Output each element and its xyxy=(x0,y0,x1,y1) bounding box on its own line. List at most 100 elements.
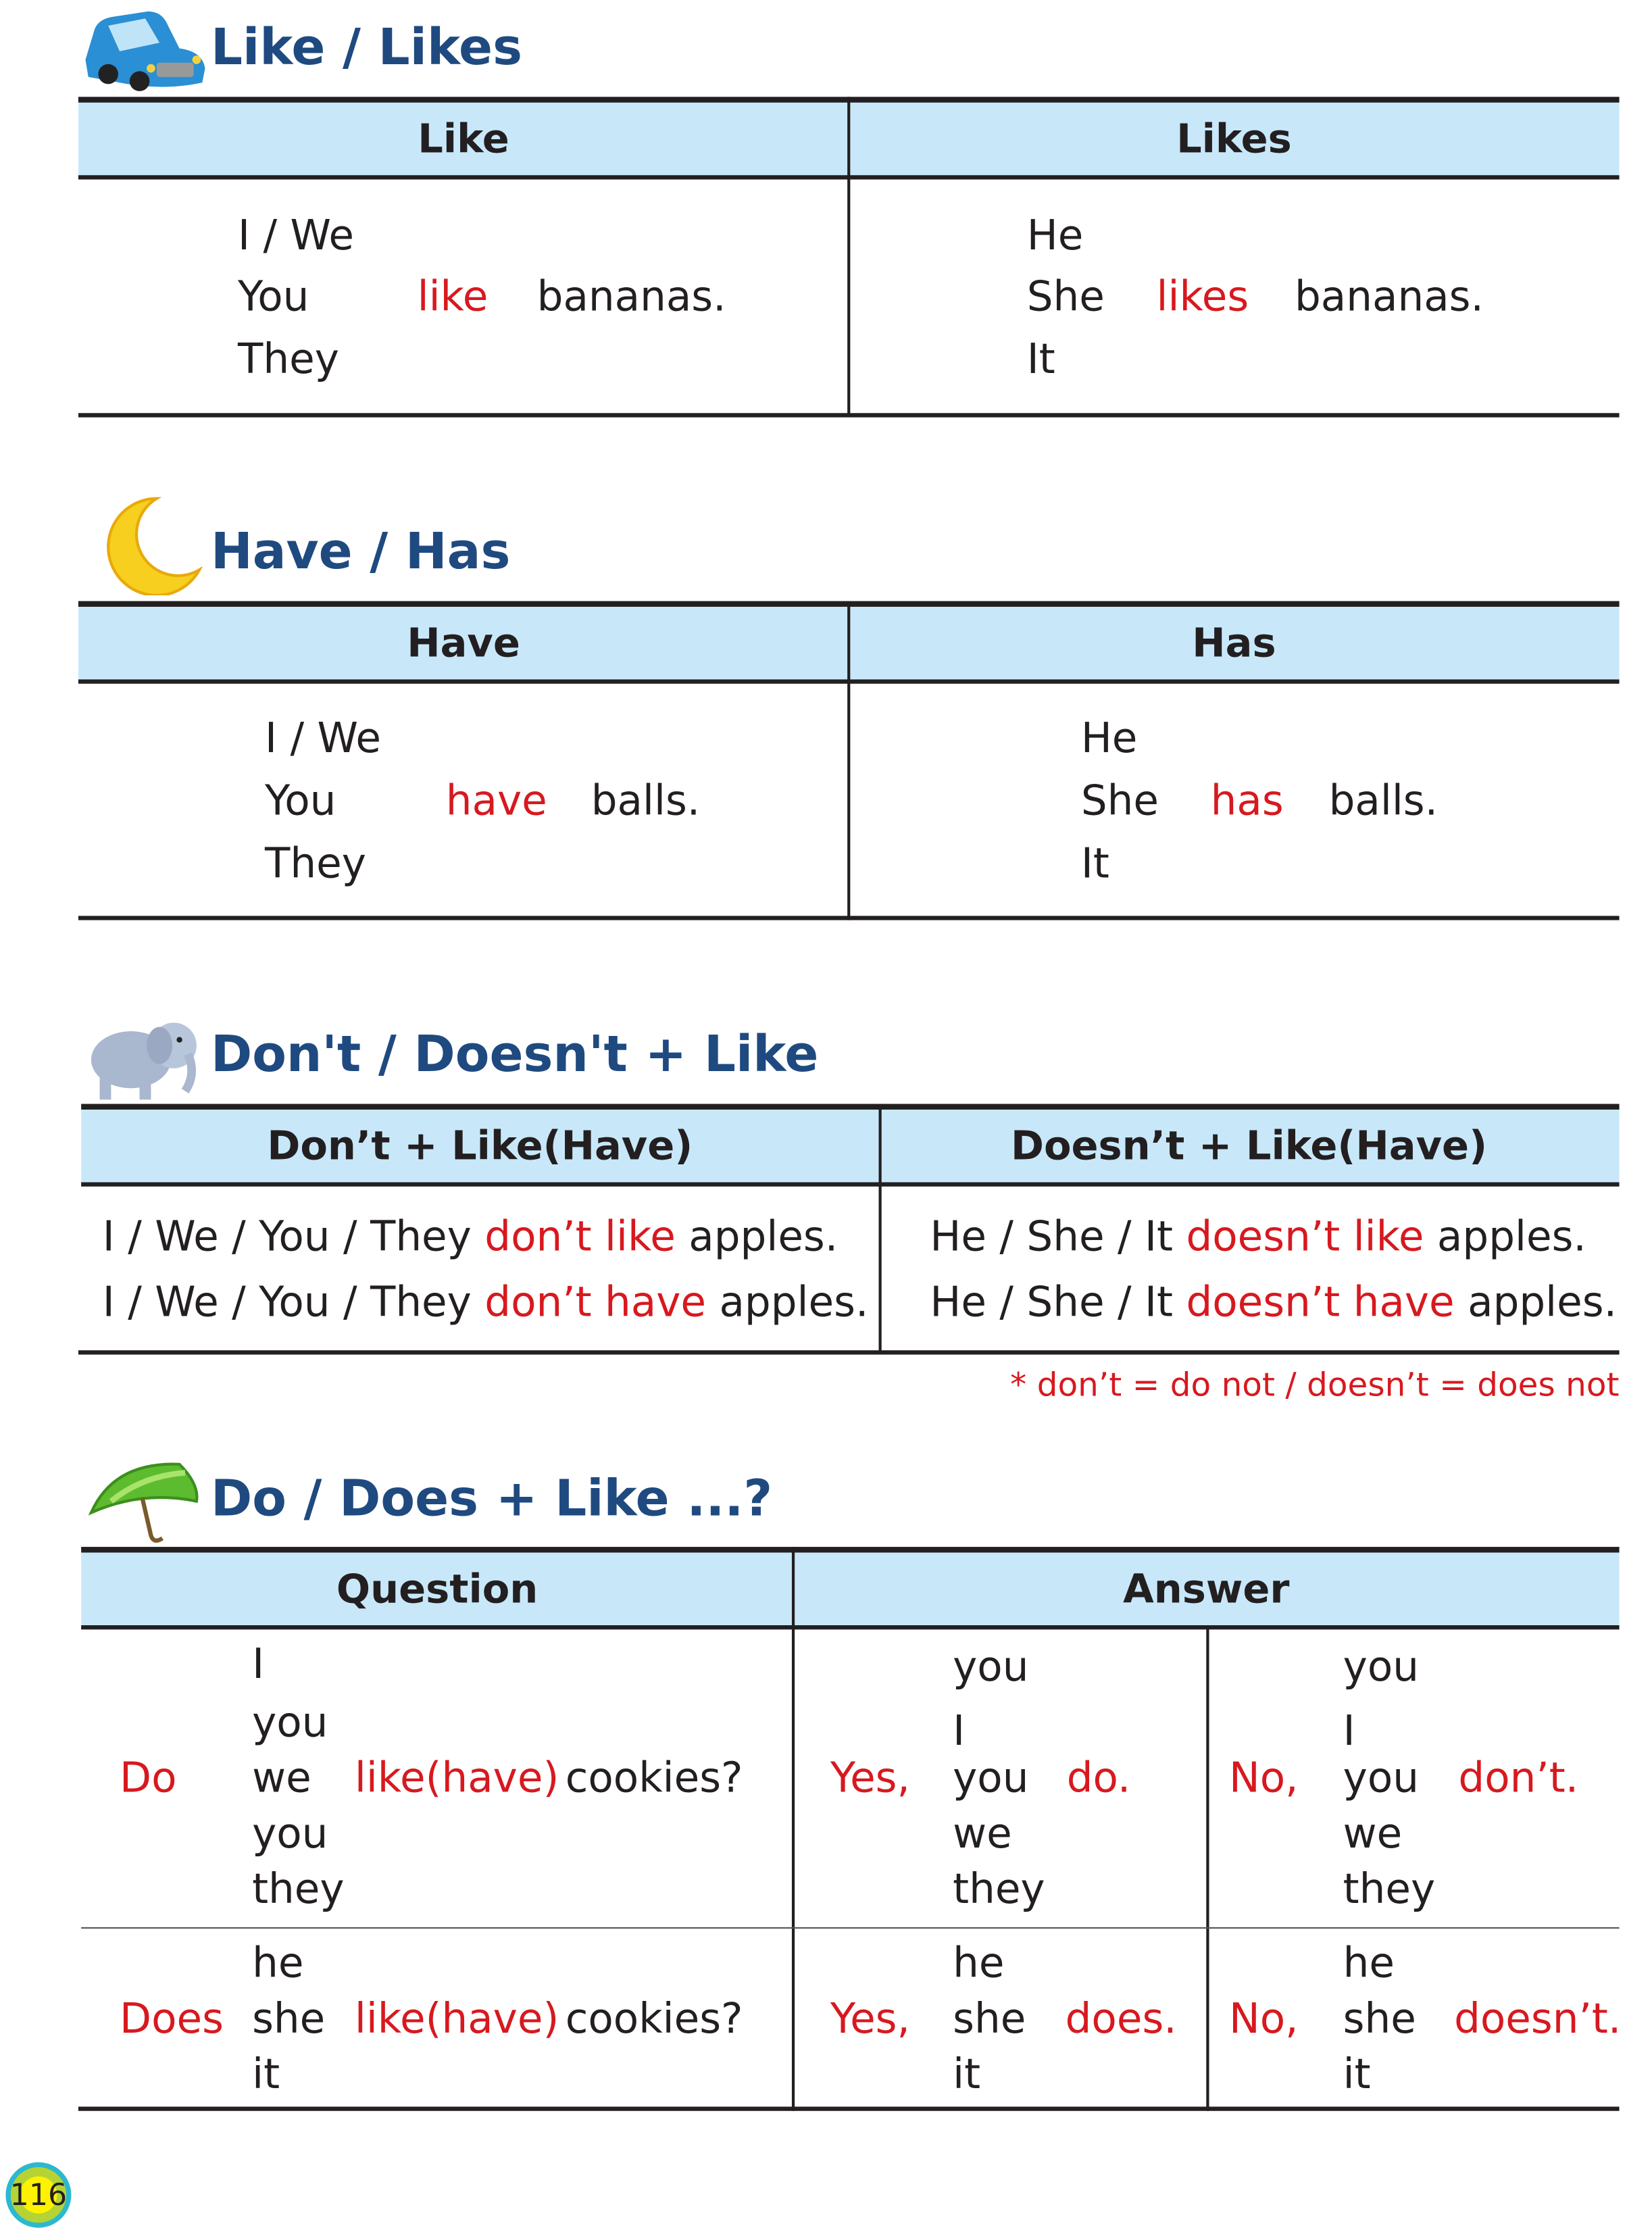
divider xyxy=(791,1547,795,2111)
page-number-badge: 116 xyxy=(5,2162,72,2228)
section-title: Don't / Doesn't + Like xyxy=(210,1026,819,1085)
subject: I / We / You / They xyxy=(102,1277,472,1327)
short-verb: doesn’t. xyxy=(1454,1994,1622,2043)
subject: I xyxy=(1343,1706,1355,1755)
subject: She xyxy=(1080,776,1159,825)
moon-icon xyxy=(107,497,203,596)
subject: He / She / It xyxy=(930,1212,1174,1261)
section-title: Do / Does + Like ...? xyxy=(210,1471,773,1529)
subject: He xyxy=(1080,714,1138,762)
subject: he xyxy=(1343,1938,1395,1987)
page-number: 116 xyxy=(9,2177,68,2212)
no-answer: No, xyxy=(1229,1994,1299,2043)
subject: He xyxy=(1026,210,1084,259)
short-verb: don’t. xyxy=(1458,1753,1579,1802)
verb: don’t like xyxy=(484,1212,676,1261)
table-header: Don’t + Like(Have) Doesn’t + Like(Have) xyxy=(81,1104,1620,1187)
auxiliary: Do xyxy=(120,1753,177,1802)
column-header: Answer xyxy=(1123,1565,1290,1613)
subject: I / We / You / They xyxy=(102,1212,472,1261)
column-header: Doesn’t + Like(Have) xyxy=(1010,1122,1488,1170)
sentence: I / We / You / They don’t have apples. xyxy=(103,1277,869,1328)
section-title: Like / Likes xyxy=(210,20,523,77)
short-verb: does. xyxy=(1065,1994,1177,2043)
auxiliary: Does xyxy=(120,1994,224,2043)
verb: don’t have xyxy=(484,1277,707,1327)
subject: you xyxy=(252,1808,328,1858)
subject: I xyxy=(953,1706,966,1755)
object: cookies? xyxy=(565,1753,743,1802)
sentence: I / We / You / They don’t like apples. xyxy=(103,1211,838,1262)
subject: we xyxy=(953,1808,1012,1858)
object: balls. xyxy=(591,776,701,825)
subject: she xyxy=(252,1994,326,2043)
subject: you xyxy=(252,1698,328,1747)
subject: You xyxy=(265,776,336,825)
column-header: Question xyxy=(336,1565,539,1613)
object: apples. xyxy=(1436,1212,1586,1261)
table-header: Question Answer xyxy=(81,1547,1620,1630)
section-title: Have / Has xyxy=(210,524,511,581)
subject: I / We xyxy=(238,210,354,259)
yes-answer: Yes, xyxy=(830,1994,910,2043)
subject: we xyxy=(1343,1808,1403,1858)
car-icon xyxy=(85,11,205,91)
column-header: Has xyxy=(1192,619,1276,667)
subject: he xyxy=(252,1938,304,1987)
subject: She xyxy=(1026,272,1105,321)
verb: doesn’t like xyxy=(1186,1212,1424,1261)
divider xyxy=(78,916,1620,920)
object: cookies? xyxy=(565,1994,743,2043)
verb: has xyxy=(1210,776,1284,825)
object: balls. xyxy=(1328,776,1438,825)
subject: It xyxy=(1026,335,1055,383)
no-answer: No, xyxy=(1229,1753,1299,1802)
subject: you xyxy=(953,1753,1029,1802)
divider xyxy=(1206,1628,1209,2111)
verb: like(have) xyxy=(354,1994,559,2043)
object: bananas. xyxy=(536,272,726,321)
verb: like(have) xyxy=(354,1753,559,1802)
subject: we xyxy=(252,1753,311,1802)
subject: they xyxy=(252,1864,345,1913)
subject: They xyxy=(238,335,339,383)
verb: likes xyxy=(1156,272,1249,321)
divider xyxy=(78,1350,1620,1355)
divider xyxy=(878,1104,882,1355)
divider xyxy=(847,97,851,416)
subject: it xyxy=(1343,2050,1371,2098)
divider xyxy=(78,413,1620,418)
subject: you xyxy=(1343,1753,1419,1802)
footnote: * don’t = do not / doesn’t = does not xyxy=(1010,1367,1620,1405)
column-header: Don’t + Like(Have) xyxy=(267,1122,693,1170)
subject: I / We xyxy=(265,714,382,762)
subject: It xyxy=(1080,839,1109,888)
subject: They xyxy=(265,839,366,888)
subject: it xyxy=(953,2050,981,2098)
verb: doesn’t have xyxy=(1186,1277,1455,1327)
object: apples. xyxy=(719,1277,869,1327)
divider xyxy=(81,1927,1620,1929)
subject: they xyxy=(953,1864,1045,1913)
subject: it xyxy=(252,2050,280,2098)
divider xyxy=(78,2106,1620,2111)
object: bananas. xyxy=(1294,272,1484,321)
subject: she xyxy=(1343,1994,1416,2043)
subject: he xyxy=(953,1938,1005,1987)
yes-answer: Yes, xyxy=(830,1753,910,1802)
elephant-icon xyxy=(91,1022,197,1100)
column-header: Likes xyxy=(1176,115,1292,163)
sentence: He / She / It doesn’t like apples. xyxy=(930,1211,1586,1262)
subject: they xyxy=(1343,1864,1436,1913)
divider xyxy=(847,601,851,920)
subject: I xyxy=(252,1639,265,1688)
sentence: He / She / It doesn’t have apples. xyxy=(930,1277,1617,1328)
verb: like xyxy=(417,272,489,321)
umbrella-icon xyxy=(88,1462,199,1543)
subject: you xyxy=(1343,1642,1419,1691)
short-verb: do. xyxy=(1066,1753,1131,1802)
subject: You xyxy=(238,272,309,321)
subject: He / She / It xyxy=(930,1277,1174,1327)
object: apples. xyxy=(689,1212,838,1261)
verb: have xyxy=(445,776,547,825)
